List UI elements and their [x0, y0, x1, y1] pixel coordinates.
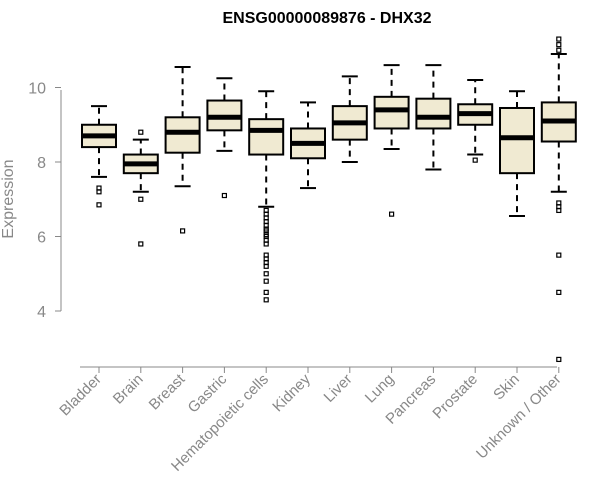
outlier-point	[556, 36, 562, 42]
y-axis-ticks: 4 6 8 10	[28, 81, 61, 321]
box-group	[81, 105, 117, 208]
x-tick-label: Lung	[362, 371, 398, 407]
outlier-point	[138, 196, 144, 202]
y-axis-label: Expression	[0, 159, 17, 238]
x-tick-label: Skin	[490, 371, 523, 404]
outlier-point	[263, 241, 269, 247]
outlier-point	[263, 289, 269, 295]
box-group	[164, 66, 201, 234]
outlier-point	[556, 356, 562, 363]
box-body	[164, 116, 201, 154]
box-body	[499, 106, 535, 175]
outlier-point	[556, 289, 562, 295]
box-body	[415, 97, 452, 130]
box-body	[248, 118, 285, 156]
outlier-point	[96, 189, 102, 195]
x-tick-label: Bladder	[56, 371, 105, 420]
outlier-point	[138, 241, 144, 247]
outlier-point	[389, 211, 395, 217]
box-group	[540, 36, 577, 363]
outlier-point	[221, 192, 227, 199]
outlier-point	[556, 42, 562, 48]
outlier-point	[138, 129, 144, 135]
y-tick-label: 10	[28, 81, 46, 98]
outlier-point	[263, 278, 269, 284]
y-tick-label: 8	[37, 155, 46, 172]
box-group	[499, 90, 535, 218]
outlier-point	[472, 157, 478, 163]
box-series	[81, 36, 577, 363]
x-tick-label: Brain	[110, 371, 147, 408]
box-group	[331, 75, 368, 163]
outlier-point	[180, 228, 186, 234]
outlier-point	[263, 297, 269, 303]
outlier-point	[263, 263, 269, 269]
box-group	[122, 129, 159, 247]
box-body	[373, 95, 410, 130]
outlier-point	[556, 207, 562, 214]
outlier-point	[556, 47, 562, 53]
outlier-point	[556, 252, 562, 258]
box-group	[248, 90, 285, 303]
x-tick-label: Breast	[146, 370, 189, 413]
x-tick-label: Prostate	[429, 371, 481, 423]
box-group	[290, 101, 326, 190]
x-tick-label: Kidney	[269, 370, 314, 415]
y-tick-label: 6	[37, 230, 46, 247]
y-tick-label: 4	[37, 304, 46, 321]
box-group	[373, 64, 410, 217]
x-tick-label: Liver	[321, 371, 356, 406]
box-group	[457, 79, 494, 163]
chart-title: ENSG00000089876 - DHX32	[222, 10, 431, 27]
box-group	[206, 77, 243, 199]
box-group	[415, 64, 452, 171]
outlier-point	[263, 271, 269, 277]
outlier-point	[96, 202, 102, 208]
